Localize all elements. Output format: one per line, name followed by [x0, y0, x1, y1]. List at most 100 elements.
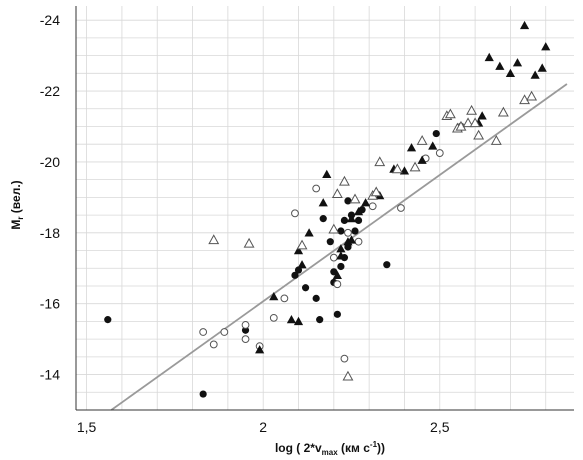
data-point-filled-triangle: [346, 214, 357, 223]
data-point-filled-circle: [383, 261, 391, 269]
data-point-filled-circle: [312, 294, 320, 302]
data-point-filled-triangle: [346, 235, 357, 244]
data-point-filled-triangle: [530, 70, 540, 79]
data-point-filled-triangle: [505, 68, 516, 78]
data-point-filled-circle: [333, 310, 341, 318]
data-point-open-circle: [368, 202, 377, 211]
data-point-open-triangle: [370, 186, 382, 197]
data-point-filled-triangle: [519, 20, 530, 30]
data-point-open-circle: [199, 328, 208, 336]
data-point-filled-triangle: [269, 291, 279, 301]
data-point-open-triangle: [391, 163, 403, 174]
data-point-filled-circle: [351, 227, 359, 235]
data-point-open-triangle: [462, 117, 474, 128]
data-point-open-circle: [312, 184, 321, 193]
data-point-filled-triangle: [406, 143, 417, 152]
data-point-filled-circle: [291, 271, 299, 279]
data-point-open-circle: [269, 313, 278, 322]
data-point-filled-circle: [104, 316, 112, 324]
y-tick-label: -18: [40, 225, 60, 241]
data-point-filled-triangle: [353, 206, 364, 216]
data-point-filled-circle: [337, 262, 345, 271]
data-point-open-circle: [280, 294, 289, 303]
data-point-filled-circle: [330, 268, 338, 276]
data-point-filled-triangle: [255, 345, 265, 354]
x-tick-label: 2: [259, 419, 267, 435]
x-tick-label: 2,5: [430, 419, 450, 435]
data-point-filled-triangle: [484, 52, 494, 62]
data-point-filled-triangle: [477, 111, 487, 120]
data-point-filled-triangle: [541, 42, 551, 51]
data-point-open-circle: [354, 237, 363, 246]
data-point-open-triangle: [338, 175, 350, 186]
data-point-filled-triangle: [318, 198, 328, 207]
data-point-filled-circle: [337, 227, 345, 235]
data-point-filled-triangle: [336, 244, 346, 253]
data-point-open-circle: [333, 280, 342, 289]
data-point-filled-circle: [199, 390, 207, 398]
data-point-filled-circle: [241, 326, 250, 334]
data-point-open-circle: [291, 209, 299, 218]
data-point-open-circle: [209, 340, 218, 349]
data-point-filled-triangle: [336, 251, 346, 260]
data-point-filled-circle: [344, 197, 352, 205]
data-point-filled-circle: [326, 238, 334, 246]
data-point-filled-triangle: [428, 141, 438, 150]
data-point-filled-circle: [319, 215, 327, 223]
data-point-filled-circle: [354, 216, 363, 225]
regression-line: [110, 83, 568, 411]
data-point-filled-triangle: [537, 63, 547, 72]
data-point-open-triangle: [526, 90, 538, 101]
data-point-filled-circle: [301, 284, 310, 292]
data-point-filled-triangle: [322, 169, 332, 179]
y-tick-label: -14: [40, 367, 60, 383]
data-point-open-triangle: [416, 135, 428, 145]
x-axis-title: log ( 2*vmax (км с-1)): [275, 440, 385, 457]
data-point-filled-triangle: [361, 198, 371, 207]
data-point-open-circle: [435, 149, 444, 157]
data-point-open-triangle: [208, 234, 220, 245]
data-point-open-triangle: [409, 161, 421, 172]
data-point-filled-triangle: [293, 245, 304, 255]
data-point-open-triangle: [296, 239, 308, 250]
data-point-open-circle: [241, 321, 250, 329]
y-tick-label: -16: [40, 296, 60, 312]
data-point-open-circle: [220, 328, 229, 336]
data-point-open-triangle: [469, 117, 481, 128]
data-point-open-triangle: [466, 104, 478, 115]
data-point-filled-triangle: [332, 270, 342, 280]
data-point-open-circle: [397, 204, 405, 212]
data-point-open-triangle: [328, 223, 340, 234]
data-point-open-circle: [329, 253, 338, 262]
data-point-filled-circle: [432, 129, 440, 138]
data-point-open-triangle: [490, 135, 502, 145]
data-point-filled-triangle: [417, 155, 427, 164]
y-tick-label: -22: [40, 83, 60, 99]
y-tick-label: -24: [40, 12, 60, 28]
data-point-open-triangle: [497, 106, 509, 117]
data-point-open-triangle: [243, 237, 255, 248]
data-point-open-circle: [241, 335, 250, 344]
data-point-filled-triangle: [286, 315, 297, 324]
data-points: [104, 20, 551, 398]
data-point-filled-circle: [316, 316, 324, 324]
data-point-filled-triangle: [512, 58, 523, 67]
data-point-filled-triangle: [304, 228, 314, 237]
data-point-open-triangle: [331, 188, 343, 199]
data-point-filled-circle: [340, 216, 349, 225]
chart-grid: [76, 6, 574, 410]
y-axis-title: Mr (вел.): [9, 180, 25, 229]
y-tick-label: -20: [40, 154, 60, 170]
regression-line-layer: [110, 83, 568, 411]
x-tick-label: 1,5: [77, 419, 97, 435]
data-point-open-circle: [344, 228, 352, 237]
data-point-open-triangle: [374, 156, 386, 167]
data-point-filled-triangle: [297, 260, 307, 269]
data-point-open-triangle: [444, 108, 456, 119]
data-point-open-triangle: [342, 370, 354, 381]
data-point-filled-triangle: [293, 316, 304, 326]
chart-axes: [75, 6, 574, 411]
tick-labels: 1,5 2 2,5 -14 -16 -18 -20 -22 -24: [40, 12, 450, 435]
data-point-open-triangle: [349, 193, 361, 204]
